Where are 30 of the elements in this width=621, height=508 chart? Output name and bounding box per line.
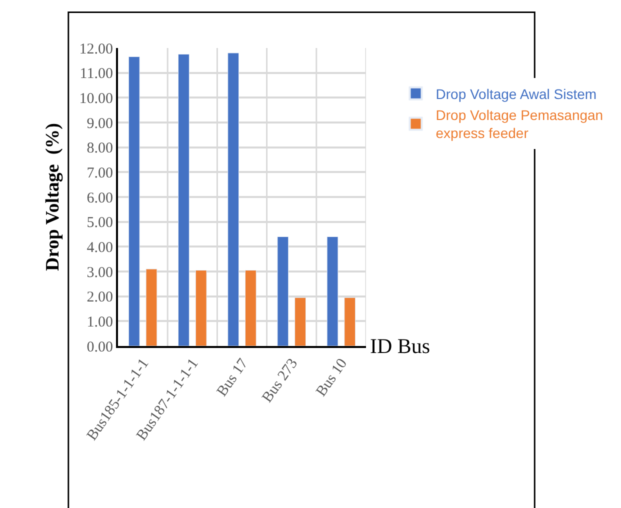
y-tick-label: 6.00 xyxy=(86,190,113,206)
x-tick-label: Bus 10 xyxy=(313,356,351,400)
legend-label: Drop Voltage Awal Sistem xyxy=(436,86,597,102)
y-tick-label: 12.00 xyxy=(79,41,113,58)
bar xyxy=(146,268,158,346)
y-tick-label: 9.00 xyxy=(86,116,113,132)
y-tick-label: 2.00 xyxy=(86,290,113,306)
y-tick-label: 4.00 xyxy=(86,240,113,256)
bar xyxy=(277,236,289,346)
bar xyxy=(195,270,207,346)
y-tick-label: 1.00 xyxy=(86,314,113,330)
bar xyxy=(228,52,240,346)
x-tick-label: Bus 17 xyxy=(214,356,252,400)
bar xyxy=(128,56,140,346)
x-axis-title: ID Bus xyxy=(370,334,430,358)
bar xyxy=(344,297,356,346)
bar xyxy=(244,270,256,346)
y-tick-label: 8.00 xyxy=(86,140,113,157)
y-tick-label: 7.00 xyxy=(86,165,113,182)
bar xyxy=(178,54,190,346)
y-tick-label: 5.00 xyxy=(86,215,113,232)
x-tick-label: Bus 273 xyxy=(259,356,302,406)
y-tick-label: 3.00 xyxy=(86,264,113,281)
bar xyxy=(326,236,338,346)
y-tick-label: 10.00 xyxy=(79,90,113,107)
y-tick-label: 11.00 xyxy=(80,66,113,82)
bar xyxy=(294,297,306,346)
y-axis-title: Drop Voltage (%) xyxy=(42,123,64,271)
legend-label: Drop Voltage Pemasangan express feeder xyxy=(436,107,604,142)
y-tick-label: 0.00 xyxy=(86,339,113,356)
